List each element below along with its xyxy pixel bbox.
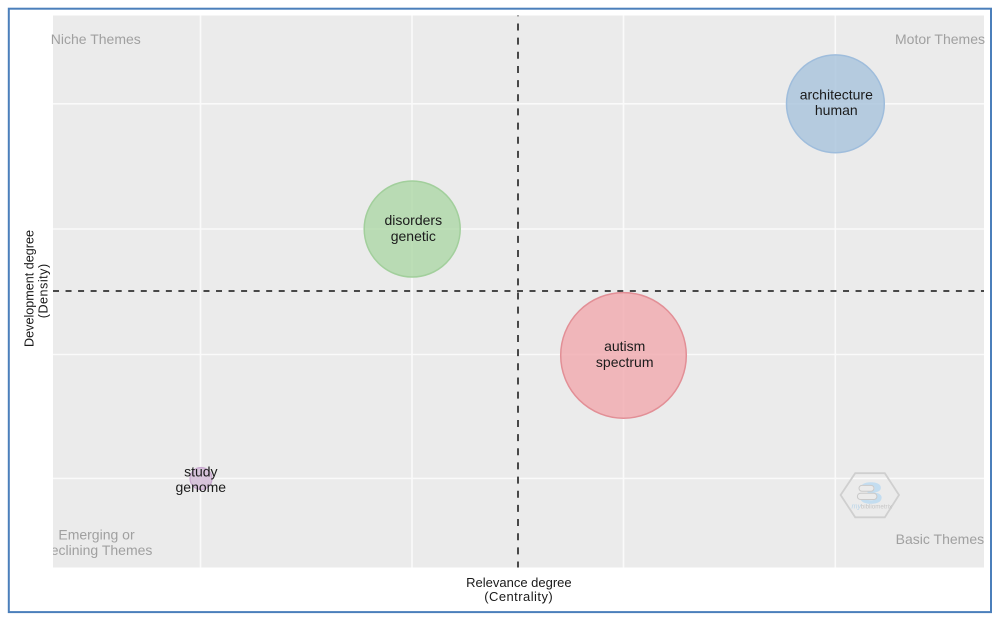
svg-text:Emerging or: Emerging or bbox=[58, 527, 135, 543]
svg-text:genetic: genetic bbox=[391, 228, 436, 244]
svg-text:Development degree: Development degree bbox=[23, 230, 37, 347]
svg-text:Relevance degree: Relevance degree bbox=[466, 575, 572, 590]
svg-text:Declining Themes: Declining Themes bbox=[41, 542, 153, 558]
svg-text:Basic Themes: Basic Themes bbox=[896, 531, 984, 547]
svg-text:autism: autism bbox=[604, 338, 645, 354]
svg-text:bibliometrix: bibliometrix bbox=[861, 503, 893, 510]
svg-text:human: human bbox=[815, 102, 858, 118]
svg-text:Niche Themes: Niche Themes bbox=[51, 31, 141, 47]
svg-text:architecture: architecture bbox=[800, 86, 873, 102]
svg-text:my: my bbox=[852, 502, 862, 511]
svg-text:study: study bbox=[184, 463, 217, 479]
svg-text:(Density): (Density) bbox=[37, 263, 51, 318]
svg-text:(Centrality): (Centrality) bbox=[484, 589, 553, 604]
svg-text:disorders: disorders bbox=[385, 212, 443, 228]
svg-text:Motor Themes: Motor Themes bbox=[895, 31, 985, 47]
svg-text:genome: genome bbox=[176, 479, 227, 495]
svg-text:spectrum: spectrum bbox=[596, 354, 654, 370]
